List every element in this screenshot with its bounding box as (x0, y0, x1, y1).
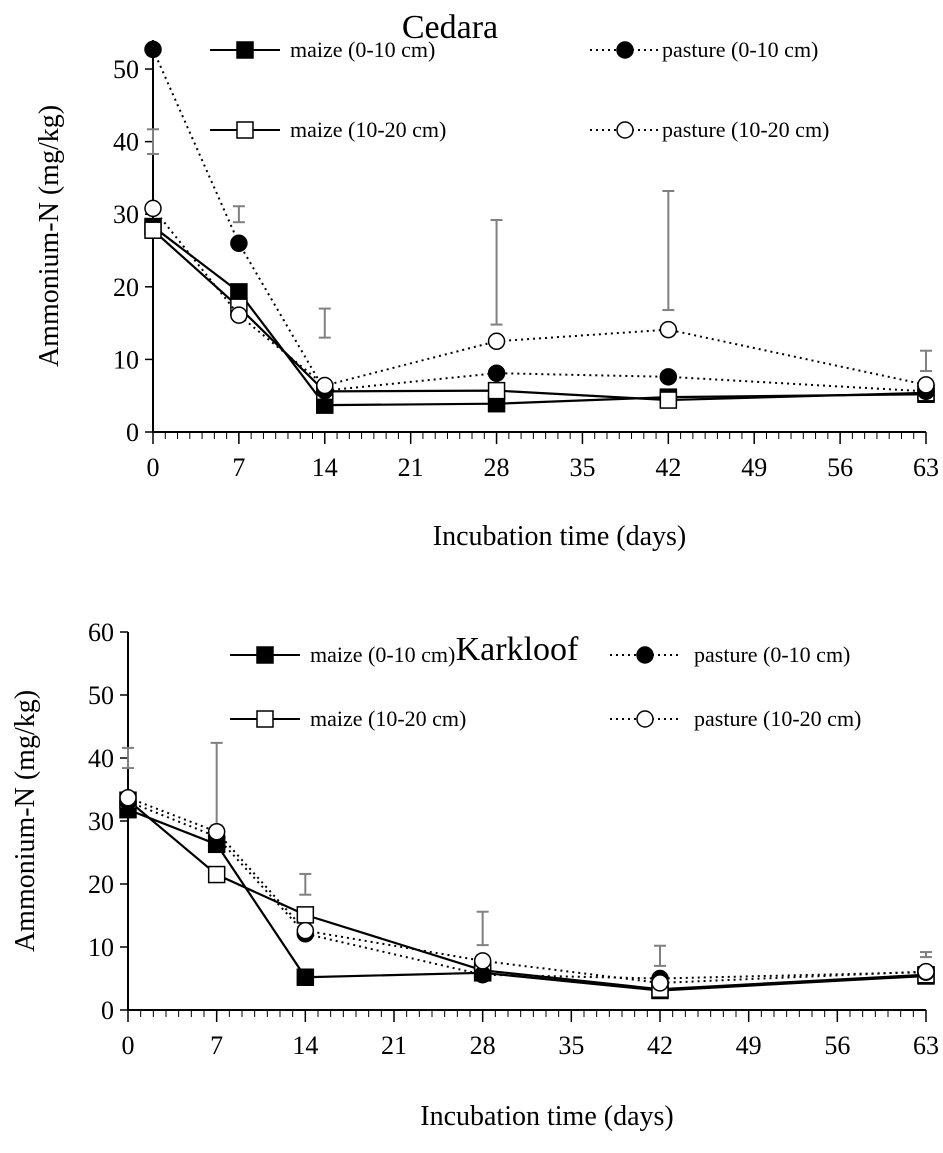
legend: maize (0-10 cm) maize (10-20 cm) pasture (… (210, 37, 829, 142)
data-point (659, 368, 678, 386)
series-3 (144, 40, 935, 401)
x-tick-label: 35 (569, 453, 595, 482)
x-tick-label: 56 (824, 1031, 850, 1060)
legend-marker (616, 41, 634, 59)
series-1 (144, 217, 935, 414)
data-point (119, 788, 137, 807)
data-point (659, 391, 678, 409)
x-tick-label: 49 (741, 453, 767, 482)
x-axis-label: Incubation time (days) (433, 521, 686, 552)
x-tick-label: 49 (736, 1031, 762, 1060)
legend-marker (256, 646, 274, 664)
series-line (127, 799, 927, 991)
legend-label: pasture (10-20 cm) (694, 706, 861, 731)
series-1 (119, 800, 935, 1000)
series-line (127, 808, 927, 992)
series-line (127, 800, 927, 980)
x-tick-label: 42 (647, 1031, 673, 1060)
data-point (296, 968, 315, 986)
data-point (230, 234, 248, 253)
x-tick-label: 63 (913, 453, 939, 482)
data-point (316, 376, 334, 395)
y-tick-label: 0 (101, 996, 114, 1025)
x-tick-label: 7 (232, 453, 245, 482)
y-axis-label: Ammonium-N (mg/kg) (10, 690, 41, 952)
legend-label: maize (0-10 cm) (290, 37, 435, 62)
x-tick-label: 63 (913, 1031, 939, 1060)
legend-marker (256, 710, 274, 728)
chart-title: Karkloof (456, 631, 579, 668)
y-axis-label: Ammonium-N (mg/kg) (34, 105, 65, 367)
chart-1: Cedara 0 10 20 30 40 50 0 7 14 21 28 35 42 49 56 63 Incub… (34, 9, 939, 552)
data-point (917, 376, 935, 394)
series-4 (119, 788, 935, 992)
data-point (296, 906, 315, 924)
y-tick-label: 30 (88, 807, 114, 836)
legend-label: pasture (10-20 cm) (662, 117, 829, 142)
series-line (152, 49, 927, 393)
x-tick-label: 7 (210, 1031, 223, 1060)
data-point (144, 40, 162, 59)
x-tick-label: 14 (292, 1031, 318, 1060)
legend-label: pasture (0-10 cm) (662, 37, 818, 62)
x-axis-label: Incubation time (days) (420, 1101, 673, 1132)
data-point (917, 962, 935, 981)
legend: maize (0-10 cm) maize (10-20 cm) pasture (… (230, 642, 861, 731)
series-4 (144, 199, 935, 395)
x-tick-label: 14 (312, 453, 338, 482)
legend-marker (636, 646, 654, 664)
data-point (487, 364, 506, 382)
data-point (659, 320, 678, 339)
series-line (152, 225, 927, 407)
chart-title: Cedara (402, 9, 498, 46)
data-point (473, 952, 492, 970)
series-line (152, 207, 927, 387)
y-tick-label: 40 (88, 744, 114, 773)
x-tick-label: 28 (470, 1031, 496, 1060)
legend-marker (236, 41, 254, 59)
series-2 (119, 791, 935, 998)
series-3 (119, 792, 935, 988)
x-tick-label: 0 (147, 453, 160, 482)
x-tick-label: 21 (398, 453, 424, 482)
y-tick-label: 50 (88, 681, 114, 710)
y-tick-label: 30 (113, 200, 139, 229)
legend-label: maize (0-10 cm) (310, 642, 455, 667)
legend-label: pasture (0-10 cm) (694, 642, 850, 667)
y-tick-label: 10 (113, 345, 139, 374)
x-tick-label: 21 (381, 1031, 407, 1060)
legend-label: maize (10-20 cm) (290, 117, 446, 142)
data-point (230, 283, 248, 301)
x-tick-label: 56 (827, 453, 853, 482)
y-tick-label: 20 (113, 273, 139, 302)
chart-2: Karkloof 0 10 20 30 40 50 60 0 7 14 21 28 35 42 49 56 63 I… (10, 618, 939, 1132)
y-tick-label: 0 (126, 418, 139, 447)
data-point (207, 865, 226, 884)
data-point (296, 921, 315, 940)
series-line (152, 229, 927, 402)
data-point (144, 221, 162, 239)
x-tick-label: 42 (655, 453, 681, 482)
legend-marker (636, 710, 654, 728)
legend-marker (236, 121, 254, 139)
y-tick-label: 60 (88, 618, 114, 647)
y-tick-label: 20 (88, 870, 114, 899)
series-2 (144, 221, 935, 409)
data-point (651, 974, 669, 992)
x-tick-label: 28 (484, 453, 510, 482)
x-tick-label: 35 (558, 1031, 584, 1060)
y-tick-label: 50 (113, 55, 139, 84)
data-point (230, 306, 248, 324)
legend-marker (616, 121, 634, 139)
y-tick-label: 10 (88, 933, 114, 962)
legend-label: maize (10-20 cm) (310, 706, 466, 731)
data-point (144, 199, 162, 218)
data-point (487, 332, 506, 351)
y-tick-label: 40 (113, 128, 139, 157)
data-point (207, 822, 226, 841)
data-point (487, 381, 506, 400)
series-line (127, 796, 927, 984)
x-tick-label: 0 (122, 1031, 135, 1060)
